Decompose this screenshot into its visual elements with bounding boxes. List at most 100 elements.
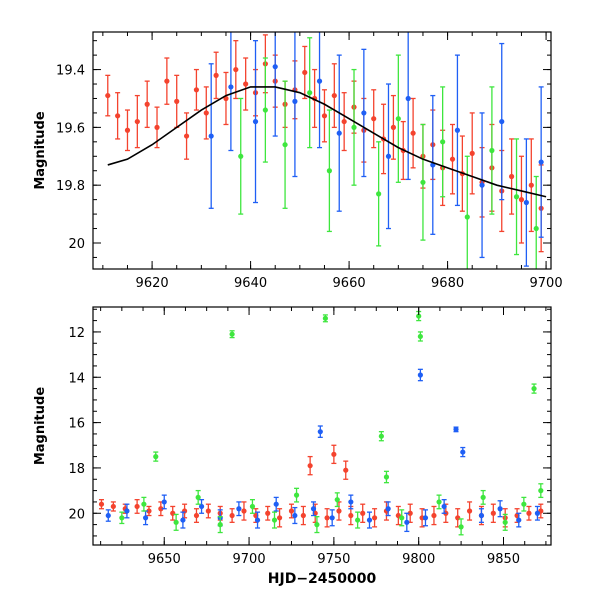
- bottom-blue-marker: [478, 512, 485, 519]
- top-red-marker: [115, 113, 121, 119]
- top-red-marker: [144, 101, 150, 107]
- bottom-blue-point: [105, 509, 111, 522]
- bottom-y-tick-label: 16: [68, 417, 85, 432]
- top-red-marker: [193, 87, 200, 93]
- top-x-tick-label: 9620: [136, 276, 169, 291]
- bottom-green-marker: [195, 494, 201, 500]
- top-model-curve: [107, 86, 547, 198]
- top-green-point: [376, 141, 382, 247]
- bottom-green-marker: [119, 515, 125, 521]
- bottom-blue-point: [348, 494, 354, 510]
- top-red-point: [302, 45, 308, 100]
- top-x-tick-label: 9680: [431, 276, 464, 291]
- top-green-marker: [420, 179, 426, 185]
- bottom-green-marker: [417, 333, 423, 340]
- top-blue-marker: [252, 118, 259, 125]
- top-red-marker: [183, 133, 190, 139]
- bottom-green-marker: [502, 519, 508, 525]
- top-green-marker: [238, 153, 244, 159]
- bottom-blue-point: [366, 511, 373, 529]
- bottom-blue-marker: [516, 517, 522, 523]
- top-red-point: [410, 97, 416, 169]
- top-green-marker: [489, 147, 495, 154]
- bottom-red-point: [490, 503, 496, 523]
- top-red-point: [390, 94, 397, 160]
- bottom-red-marker: [371, 515, 378, 521]
- bottom-red-point: [331, 444, 337, 465]
- top-red-point: [134, 94, 140, 149]
- bottom-blue-marker: [534, 510, 541, 516]
- top-blue-point: [228, 32, 234, 152]
- top-red-point: [469, 112, 475, 195]
- top-blue-point: [405, 32, 411, 181]
- top-blue-point: [316, 32, 323, 149]
- top-blue-marker: [316, 78, 323, 84]
- top-red-point: [105, 74, 111, 117]
- bottom-red-point: [300, 505, 306, 526]
- bottom-green-point: [229, 330, 235, 339]
- top-blue-point: [272, 32, 278, 137]
- top-green-point: [464, 155, 470, 269]
- bottom-blue-point: [385, 501, 391, 517]
- bottom-red-marker: [229, 512, 235, 519]
- top-blue-marker: [361, 110, 367, 116]
- top-blue-marker: [208, 133, 214, 139]
- top-y-tick-label: 19.4: [56, 64, 85, 79]
- bottom-panel: 9650 9700 9750 9800 9850 12 14 16 18 20 Magnitude H…: [33, 306, 552, 587]
- bottom-blue-point: [317, 425, 323, 438]
- top-red-point: [203, 86, 209, 140]
- bottom-red-marker: [241, 508, 247, 514]
- bottom-red-point: [110, 501, 116, 512]
- bottom-green-marker: [399, 515, 405, 521]
- bottom-green-marker: [480, 494, 486, 500]
- bottom-green-marker: [521, 501, 527, 507]
- bottom-green-point: [399, 509, 405, 527]
- top-green-marker: [440, 139, 446, 145]
- bottom-green-point: [383, 470, 390, 484]
- bottom-red-point: [336, 501, 342, 521]
- top-red-marker: [469, 150, 475, 156]
- bottom-green-marker: [383, 474, 390, 480]
- bottom-blue-marker: [317, 429, 323, 435]
- bottom-red-marker: [490, 510, 496, 516]
- bottom-red-point: [343, 460, 349, 480]
- top-panel: 9620 9640 9660 9680 9700 19.4 19.6 19.8 20 Magnit…: [33, 31, 563, 291]
- bottom-red-point: [265, 505, 271, 521]
- top-red-marker: [331, 92, 337, 99]
- top-blue-point: [430, 94, 436, 235]
- bottom-green-marker: [314, 522, 320, 528]
- top-blue-point: [454, 54, 461, 207]
- bottom-blue-marker: [417, 372, 423, 378]
- bottom-green-point: [458, 518, 464, 536]
- bottom-red-marker: [307, 463, 313, 469]
- bottom-red-point: [193, 508, 200, 523]
- top-red-point: [341, 92, 347, 152]
- top-green-marker: [307, 90, 313, 96]
- top-red-point: [124, 109, 131, 152]
- top-series-green: [238, 37, 539, 269]
- top-blue-point: [479, 112, 485, 259]
- bottom-blue-marker: [142, 515, 149, 521]
- top-red-marker: [518, 197, 525, 203]
- top-blue-point: [385, 83, 392, 230]
- bottom-red-point: [146, 505, 152, 517]
- bottom-red-marker: [205, 508, 211, 514]
- bottom-blue-point: [422, 509, 429, 527]
- top-red-marker: [390, 124, 397, 130]
- bottom-blue-marker: [453, 426, 459, 432]
- bottom-green-point: [153, 451, 159, 462]
- bottom-green-point: [502, 513, 508, 531]
- top-red-marker: [371, 116, 377, 122]
- bottom-green-marker: [355, 517, 361, 523]
- bottom-red-point: [288, 503, 295, 519]
- bottom-green-point: [334, 492, 340, 508]
- bottom-blue-marker: [497, 506, 503, 512]
- top-x-tick-label: 9660: [333, 276, 366, 291]
- top-red-marker: [164, 78, 170, 84]
- top-red-marker: [528, 182, 534, 188]
- bottom-blue-point: [292, 506, 298, 525]
- top-red-point: [223, 71, 229, 126]
- bottom-red-marker: [134, 503, 140, 510]
- bottom-red-point: [526, 505, 532, 521]
- top-series-red: [105, 34, 544, 253]
